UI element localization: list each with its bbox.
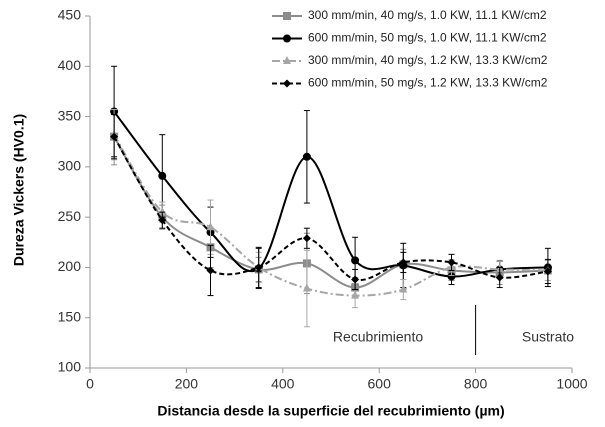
legend-text: 300 mm/min, 40 mg/s, 1.2 KW, 13.3 KW/cm2 [308,53,548,67]
x-tick-label: 0 [86,376,94,392]
y-tick-label: 400 [58,57,82,73]
marker [351,256,360,265]
annotation: Sustrato [522,329,574,345]
legend-text: 600 mm/min, 50 mg/s, 1.0 KW, 11.1 KW/cm2 [308,31,547,45]
x-tick-label: 400 [271,376,295,392]
legend: 300 mm/min, 40 mg/s, 1.0 KW, 11.1 KW/cm2… [272,8,548,90]
series-line [113,136,549,282]
legend-marker [283,34,291,43]
y-tick-label: 300 [58,158,82,174]
x-tick-label: 200 [175,376,199,392]
marker [447,272,456,281]
series-line [113,136,548,289]
marker [110,132,119,141]
y-tick-label: 250 [58,208,82,224]
y-tick-label: 200 [58,258,82,274]
y-axis-title: Dureza Vickers (HV0.1) [11,114,27,266]
y-tick-label: 150 [58,308,82,324]
marker [543,267,552,276]
legend-marker [283,12,291,20]
marker [302,283,311,292]
marker [495,273,504,282]
series-line [113,134,548,297]
marker [206,222,215,231]
legend-text: 300 mm/min, 40 mg/s, 1.0 KW, 11.1 KW/cm2 [308,8,547,22]
marker [351,275,360,284]
marker [399,258,408,267]
legend-marker [283,56,291,64]
legend-text: 600 mm/min, 50 mg/s, 1.2 KW, 13.3 KW/cm2 [308,76,548,90]
annotation: Recubrimiento [333,329,423,345]
x-tick-label: 600 [368,376,392,392]
y-tick-label: 350 [58,107,82,123]
x-tick-label: 1000 [556,376,587,392]
marker [254,263,263,272]
marker [399,284,408,293]
marker [302,152,311,161]
y-tick-label: 450 [58,7,82,23]
marker [158,171,167,180]
legend-marker [283,79,291,88]
y-tick-label: 100 [58,359,82,375]
marker [302,234,311,243]
x-axis-title: Distancia desde la superficie del recubr… [157,403,504,419]
marker [158,207,167,216]
series-line [113,110,548,278]
marker [206,266,215,275]
marker [447,258,456,267]
marker [351,290,360,299]
marker [158,216,167,225]
x-tick-label: 800 [464,376,488,392]
